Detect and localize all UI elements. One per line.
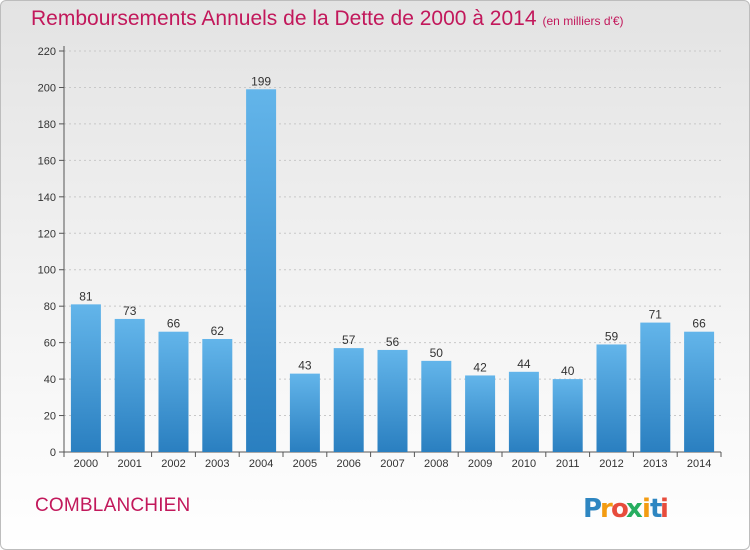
title-text: Remboursements Annuels de la Dette de 20… [31, 7, 537, 30]
bar-2007 [377, 349, 408, 452]
bar-2012 [596, 344, 627, 452]
x-tick-label: 2009 [468, 458, 492, 470]
bar-2014 [684, 331, 715, 452]
bar-2009 [465, 375, 496, 452]
data-label: 43 [298, 359, 312, 373]
x-tick-label: 2007 [380, 458, 404, 470]
y-tick-label: 100 [38, 265, 56, 277]
x-tick-label: 2006 [336, 458, 360, 470]
data-label: 44 [517, 357, 531, 371]
data-label: 57 [342, 333, 356, 347]
y-tick-label: 180 [38, 119, 56, 131]
data-labels: 81 73 66 62 199 43 57 56 50 42 44 40 59 71 66 [79, 74, 706, 378]
x-tick-label: 2000 [74, 458, 98, 470]
x-tick-label: 2002 [161, 458, 185, 470]
y-tick-label: 200 [38, 82, 56, 94]
bar-2004 [246, 89, 277, 452]
chart-subtitle: (en milliers d'€) [542, 14, 624, 28]
x-tick-label: 2013 [643, 458, 667, 470]
bars [70, 89, 715, 452]
logo-letter: t [650, 494, 662, 524]
axes: 0 20 40 60 80 100 120 140 160 180 200 220 2000 2001 20… [38, 46, 722, 470]
x-tick-label: 2001 [117, 458, 141, 470]
bar-2000 [70, 304, 101, 452]
x-tick-label: 2003 [205, 458, 229, 470]
data-label: 42 [473, 360, 487, 374]
data-label: 81 [79, 289, 93, 303]
y-tick-label: 160 [38, 155, 56, 167]
bar-2006 [333, 348, 364, 452]
data-label: 66 [167, 317, 181, 331]
y-tick-label: 80 [44, 301, 56, 313]
data-label: 59 [605, 329, 619, 343]
data-label: 62 [211, 324, 225, 338]
bar-2003 [202, 338, 233, 452]
y-tick-label: 60 [44, 338, 56, 350]
logo-letter: r [600, 494, 613, 524]
bar-2008 [421, 360, 452, 452]
data-label: 199 [251, 74, 271, 88]
logo-letter: x [626, 494, 643, 524]
data-label: 73 [123, 304, 137, 318]
bar-2005 [289, 373, 320, 452]
bar-2013 [640, 322, 671, 452]
x-tick-label: 2010 [512, 458, 536, 470]
logo-letter: o [611, 494, 629, 524]
commune-name: COMBLANCHIEN [35, 495, 191, 516]
y-tick-label: 40 [44, 374, 56, 386]
x-tick-label: 2005 [293, 458, 317, 470]
x-tick-label: 2004 [249, 458, 273, 470]
x-tick-label: 2008 [424, 458, 448, 470]
y-tick-label: 140 [38, 192, 56, 204]
logo-letter: i [660, 494, 669, 524]
data-label: 66 [692, 317, 706, 331]
logo-letter: P [583, 494, 602, 524]
y-tick-label: 220 [38, 46, 56, 58]
x-tick-label: 2012 [599, 458, 623, 470]
x-tick-label: 2014 [687, 458, 711, 470]
chart-title: Remboursements Annuels de la Dette de 20… [31, 7, 624, 31]
bar-2011 [552, 379, 583, 452]
x-tick-label: 2011 [556, 458, 580, 470]
bar-2010 [508, 371, 539, 452]
logo-letter: i [642, 494, 651, 524]
y-tick-label: 120 [38, 228, 56, 240]
data-label: 56 [386, 335, 400, 349]
y-tick-label: 0 [50, 447, 56, 459]
y-tick-label: 20 [44, 411, 56, 423]
bar-2002 [158, 331, 189, 452]
data-label: 40 [561, 364, 575, 378]
bar-2001 [114, 318, 145, 452]
data-label: 50 [430, 346, 444, 360]
data-label: 71 [649, 308, 663, 322]
